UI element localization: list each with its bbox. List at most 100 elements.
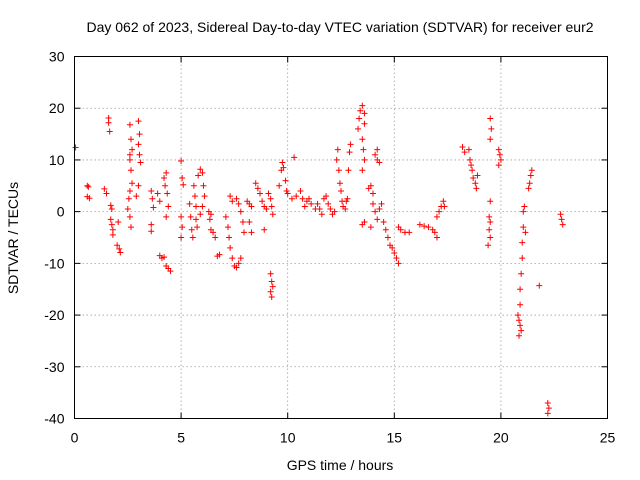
data-point [361,156,368,163]
data-point [108,206,115,213]
data-point [468,162,475,169]
data-point [440,198,447,205]
data-point [469,167,476,174]
data-point [518,327,525,334]
data-point [338,187,344,194]
data-point [367,224,374,231]
data-point [116,245,123,252]
x-tick-label: 15 [387,430,403,446]
data-point [210,229,217,236]
data-point [194,224,201,231]
data-point [178,157,185,164]
data-point [126,187,133,194]
data-point [327,206,334,213]
data-point [314,200,321,207]
data-point [107,216,114,223]
data-point [261,226,268,233]
data-point [431,229,438,236]
data-point [109,231,116,238]
data-point [136,131,143,138]
data-point [190,182,197,189]
data-point [268,293,275,300]
data-point [421,223,428,230]
data-point [525,185,532,192]
data-point [207,211,214,218]
data-point [124,206,131,213]
data-point [279,159,286,166]
data-point [259,198,266,205]
data-point [372,208,379,215]
data-point [135,118,142,125]
data-point [384,234,391,241]
data-point [487,115,494,122]
data-point [359,167,366,174]
y-tick-label: -10 [44,255,64,271]
y-tick-label: 10 [49,152,65,168]
data-point [536,282,543,289]
data-point [178,234,185,241]
data-point [201,193,208,200]
data-point [115,218,122,225]
data-point [216,251,223,258]
data-point [180,181,187,188]
data-point [520,224,527,231]
data-point [360,146,367,153]
y-tick-label: 30 [49,49,65,65]
data-point [127,224,134,231]
data-point [189,234,196,241]
data-point [154,190,161,197]
data-point [193,216,200,223]
data-point [135,182,142,189]
data-point [268,278,275,285]
data-point [514,312,521,319]
data-point [517,286,524,293]
data-point [193,203,200,210]
data-point [246,218,253,225]
data-point [376,206,383,213]
data-point [188,226,195,233]
data-point [86,195,93,202]
data-point [380,218,387,225]
data-point [343,198,350,205]
data-point [252,180,259,187]
data-point [369,200,376,207]
data-point [496,151,503,158]
data-point [187,213,194,220]
data-point [284,190,291,197]
data-point [461,149,468,156]
data-point [425,224,432,231]
x-axis-ticks: 0 5 10 15 20 25 [71,56,615,446]
data-point [237,208,244,215]
data-point [235,200,242,207]
data-point [517,322,524,329]
data-point [323,193,330,200]
data-point [267,270,274,277]
data-point [129,146,136,153]
y-axis-ticks: -40 -30 -20 -10 0 10 20 30 [44,49,608,427]
data-point [433,234,440,241]
data-point [283,187,290,194]
data-point [212,234,219,241]
data-point [486,226,493,233]
data-point [518,270,525,277]
y-axis-label: SDTVAR / TECUs [5,182,21,294]
data-point [474,172,481,179]
data-point [521,203,528,210]
data-point [235,260,242,267]
data-point [109,226,116,233]
data-point [397,226,404,233]
plot-frame [74,56,608,419]
data-point [359,102,366,109]
data-point [544,399,551,406]
data-point [199,169,206,176]
data-point [114,242,121,249]
data-point [342,206,349,213]
data-point [229,198,236,205]
data-point [291,154,298,161]
data-point [308,200,315,207]
data-point [269,211,276,218]
data-point [233,264,240,271]
data-point [487,198,494,205]
data-point [126,121,133,128]
